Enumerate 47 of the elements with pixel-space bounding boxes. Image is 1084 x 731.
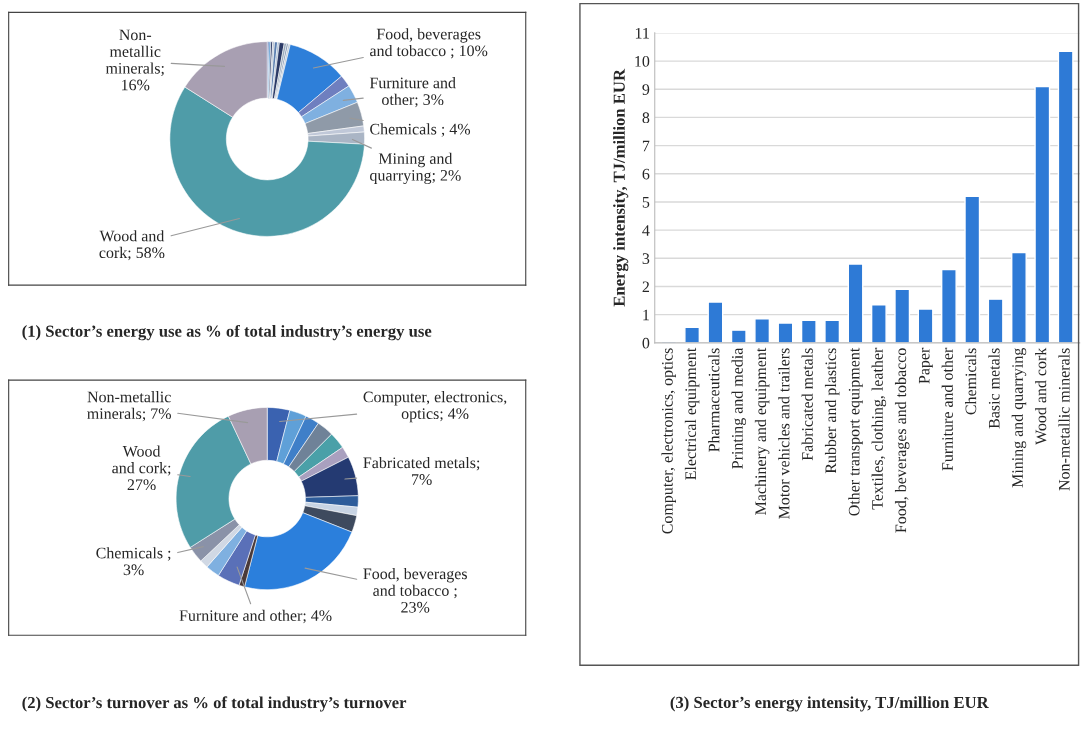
slice-label: Mining and quarrying; 2% — [370, 152, 461, 185]
x-tick-label: Textiles, clothing, leather — [871, 347, 887, 510]
slice-label: Food, beverages and tobacco ; 23% — [363, 567, 467, 613]
x-tick-label: Motor vehicles and trailers — [778, 348, 790, 519]
x-tick-label: Machinery and equipment — [754, 347, 770, 515]
y-tick-label: 5 — [642, 197, 650, 208]
x-tick-label: Computer, electronics, optics — [661, 348, 676, 534]
x-tick-label: Pharmaceuticals — [708, 348, 720, 452]
y-tick-label: 0 — [642, 337, 650, 349]
x-tick-label: Fabricated metals — [801, 348, 813, 461]
y-tick-label: 10 — [635, 55, 650, 67]
y-tick-label: 7 — [642, 140, 650, 152]
x-tick-label: Mining and quarrying — [1011, 348, 1027, 488]
y-tick-label: 3 — [642, 253, 650, 265]
x-tick-label: Paper — [918, 347, 933, 384]
y-axis-title: Energy intensity, TJ/million EUR — [613, 68, 629, 307]
y-tick-label: 4 — [642, 225, 650, 236]
slice-label: Fabricated metals; 7% — [363, 456, 480, 485]
x-tick-label: Chemicals — [965, 348, 977, 415]
text: (2) Sector’s turnover as % of total industry’s turnover — [22, 696, 407, 712]
y-tick-label: 8 — [642, 112, 650, 124]
slice-label: Chemicals ; 4% — [370, 123, 471, 137]
x-tick-label: Printing and media — [731, 347, 747, 469]
x-tick-label: Rubber and plastics — [824, 348, 840, 474]
y-tick-label: 11 — [635, 27, 649, 39]
y-tick-label: 9 — [642, 84, 650, 95]
slice-label: Furniture and other; 3% — [369, 77, 456, 108]
slice-label: Food, beverages and tobacco ; 10% — [370, 28, 488, 59]
x-tick-label: Wood and cork — [1035, 347, 1047, 445]
slice-label: Non-metallic minerals; 7% — [87, 391, 171, 422]
y-tick-label: 1 — [643, 309, 649, 321]
slice-label: Furniture and other; 4% — [179, 609, 332, 624]
text: (1) Sector’s energy use as % of total industry’s energy use — [22, 324, 432, 341]
x-tick-label: Non-metallic minerals — [1058, 348, 1070, 491]
slice-label: Chemicals ; 3% — [96, 547, 171, 576]
x-tick-label: Furniture and other — [941, 347, 953, 471]
x-tick-label: Food, beverages and tobacco — [894, 348, 910, 533]
y-tick-label: 2 — [642, 281, 649, 293]
slice-label: Wood and cork; 27% — [112, 445, 171, 491]
x-tick-label: Basic metals — [988, 348, 1000, 429]
y-tick-label: 6 — [642, 168, 650, 180]
slice-label: Computer, electronics, optics; 4% — [363, 391, 507, 423]
x-tick-label: Electrical equipment — [684, 347, 700, 480]
slice-label: Non- metallic minerals; 16% — [105, 29, 164, 91]
slice-label: Wood and cork; 58% — [99, 230, 165, 261]
text: (3) Sector’s energy intensity, TJ/million EUR — [670, 696, 989, 712]
x-tick-label: Other transport equipment — [848, 347, 863, 516]
